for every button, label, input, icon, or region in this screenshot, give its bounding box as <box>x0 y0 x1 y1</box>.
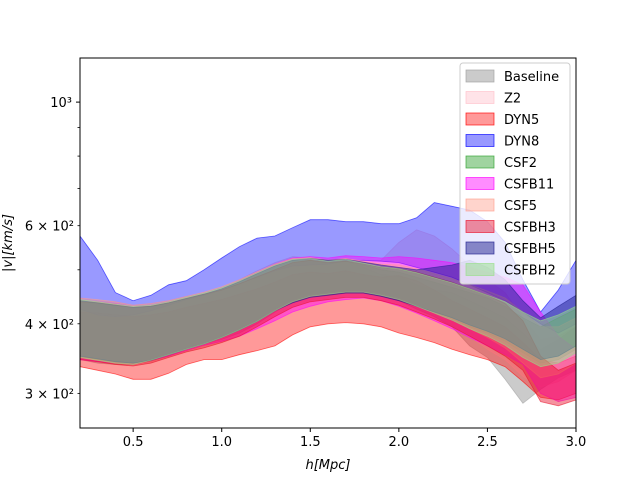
legend-label-dyn5: DYN5 <box>504 113 539 128</box>
plot-frame <box>79 57 577 429</box>
legend-swatch-dyn8 <box>465 134 495 147</box>
y-minor-tick-label: 4 × 10² <box>25 318 74 333</box>
y-minor-tick-label: 6 × 10² <box>25 220 74 235</box>
x-tick-label: 1.0 <box>211 435 232 450</box>
legend-swatch-baseline <box>465 69 495 83</box>
legend-label-csf5: CSF5 <box>504 199 537 214</box>
legend-swatch-z2 <box>465 91 495 104</box>
y-minor-tick-label: 3 × 10² <box>25 387 74 402</box>
legend-swatch-dyn5 <box>465 112 495 126</box>
legend: Baseline Z2 DYN5 DYN8 CSF2 CSFB11 CSF5 CSFBH3 CS… <box>459 62 571 285</box>
legend-box <box>459 62 571 285</box>
y-axis-ticks: 10³ 3 × 10² 4 × 10² 6 × 10² <box>25 96 80 402</box>
x-tick-label: 2.5 <box>477 435 498 450</box>
legend-label-csf2: CSF2 <box>504 156 537 171</box>
legend-label-dyn8: DYN8 <box>504 135 539 150</box>
legend-swatch-csfb11 <box>465 177 495 190</box>
x-axis-label: h[Mpc] <box>306 458 351 473</box>
x-tick-label: 2.0 <box>389 435 410 450</box>
legend-label-z2: Z2 <box>504 92 521 107</box>
legend-label-csfbh2: CSFBH2 <box>504 264 556 279</box>
legend-label-csfbh5: CSFBH5 <box>504 242 556 257</box>
y-major-tick-label: 10³ <box>50 96 72 111</box>
legend-label-csfb11: CSFB11 <box>504 178 554 193</box>
x-tick-label: 3.0 <box>566 435 587 450</box>
legend-swatch-csfbh2 <box>465 263 495 276</box>
x-axis-ticks: 0.5 1.0 1.5 2.0 2.5 3.0 <box>123 428 587 450</box>
legend-label-baseline: Baseline <box>504 70 559 85</box>
x-tick-label: 1.5 <box>300 435 321 450</box>
legend-swatch-csf5 <box>465 198 495 212</box>
legend-label-csfbh3: CSFBH3 <box>504 221 556 236</box>
x-tick-label: 0.5 <box>123 435 144 450</box>
y-axis-label: |v|[km/s] <box>1 214 16 272</box>
legend-swatch-csf2 <box>465 155 495 169</box>
legend-swatch-csfbh5 <box>465 241 495 255</box>
legend-swatch-csfbh3 <box>465 220 495 233</box>
